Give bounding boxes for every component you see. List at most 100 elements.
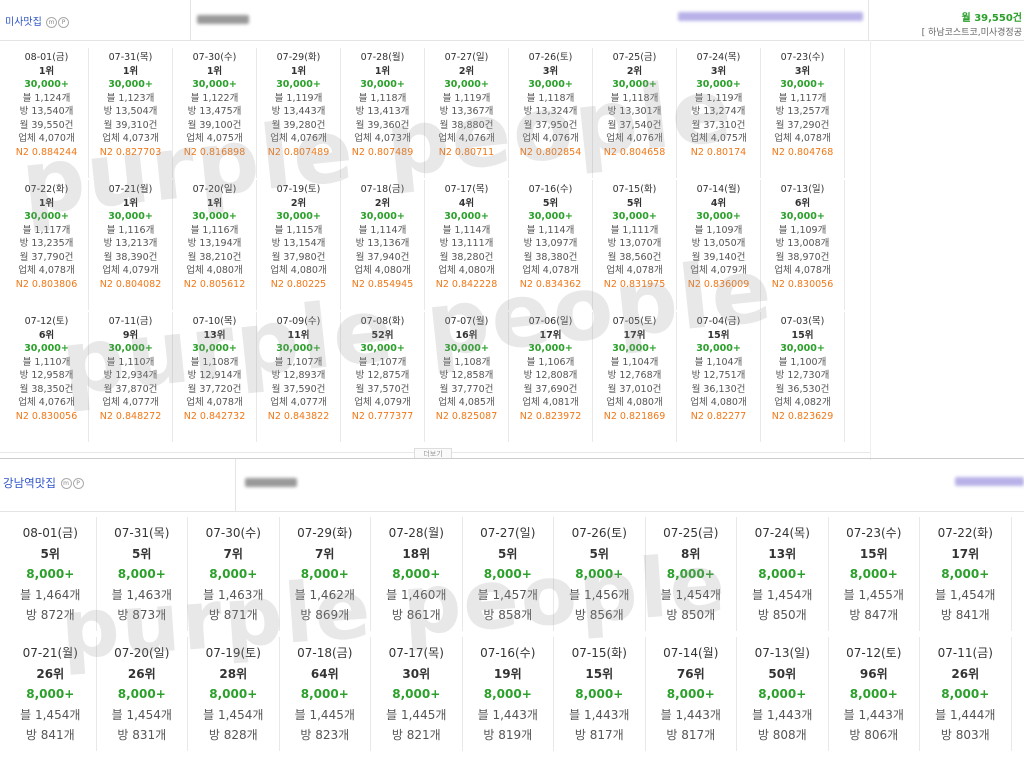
rank-day-cell[interactable]: 07-26(토) 5위 8,000+ 블 1,456개 방 856개: [554, 517, 646, 631]
rank-day-cell[interactable]: 07-29(화) 1위 30,000+ 블 1,119개 방 13,443개 월 39,2…: [257, 48, 341, 178]
rank-day-cell[interactable]: 07-03(목) 15위 30,000+ 블 1,100개 방 12,730개 월 36,…: [761, 312, 845, 442]
cell-blog-count: 블 1,109개: [778, 224, 827, 236]
rank-day-cell[interactable]: 07-28(월) 1위 30,000+ 블 1,118개 방 13,413개 월 39,3…: [341, 48, 425, 178]
rank-day-cell[interactable]: 07-12(토) 96위 8,000+ 블 1,443개 방 806개: [829, 637, 920, 751]
rank-day-cell[interactable]: 07-12(토) 6위 30,000+ 블 1,110개 방 12,958개 월 38,3…: [5, 312, 89, 442]
cell-blog-count: 블 1,443개: [660, 707, 721, 722]
rank-day-cell[interactable]: 07-23(수) 15위 8,000+ 블 1,455개 방 847개: [829, 517, 920, 631]
rank-day-cell[interactable]: 07-13(일) 6위 30,000+ 블 1,109개 방 13,008개 월 38,9…: [761, 180, 845, 310]
rank-day-cell[interactable]: 07-18(금) 64위 8,000+ 블 1,445개 방 823개: [280, 637, 371, 751]
cell-n2-score: N2 0.82277: [690, 410, 747, 422]
cell-rank: 52위: [371, 329, 394, 341]
rank-day-cell[interactable]: 07-19(토) 28위 8,000+ 블 1,454개 방 828개: [188, 637, 280, 751]
cell-date: 07-12(토): [846, 646, 902, 660]
rank-day-cell[interactable]: 07-27(일) 5위 8,000+ 블 1,457개 방 858개: [463, 517, 554, 631]
rank-day-cell[interactable]: 07-30(수) 7위 8,000+ 블 1,463개 방 871개: [188, 517, 280, 631]
cell-range: 8,000+: [941, 567, 990, 581]
rank-day-cell[interactable]: 07-11(금) 9위 30,000+ 블 1,110개 방 12,934개 월 37,8…: [89, 312, 173, 442]
cell-blog-count: 블 1,119개: [274, 92, 323, 104]
cell-rank: 8위: [681, 546, 701, 561]
cell-date: 07-15(화): [612, 184, 657, 195]
rank-day-cell[interactable]: 07-22(화) 17위 8,000+ 블 1,454개 방 841개: [920, 517, 1012, 631]
rank-day-cell[interactable]: 07-24(목) 13위 8,000+ 블 1,454개 방 850개: [737, 517, 829, 631]
rank-day-cell[interactable]: 07-13(일) 50위 8,000+ 블 1,443개 방 808개: [737, 637, 829, 751]
cell-visit-count: 방 806개: [849, 728, 899, 742]
cell-visit-count: 방 841개: [940, 608, 990, 622]
rank-day-cell[interactable]: 07-15(화) 15위 8,000+ 블 1,443개 방 817개: [554, 637, 646, 751]
cell-range: 30,000+: [528, 211, 573, 222]
cell-rank: 16위: [455, 329, 478, 341]
cell-date: 08-01(금): [22, 526, 78, 540]
rank-day-cell[interactable]: 07-22(화) 1위 30,000+ 블 1,117개 방 13,235개 월 37,7…: [5, 180, 89, 310]
rank-day-cell[interactable]: 07-04(금) 15위 30,000+ 블 1,104개 방 12,751개 월 36,…: [677, 312, 761, 442]
cell-visit-count: 방 13,235개: [19, 238, 74, 249]
rank-day-cell[interactable]: 07-08(화) 52위 30,000+ 블 1,107개 방 12,875개 월 37,…: [341, 312, 425, 442]
cell-blog-count: 블 1,454개: [203, 707, 264, 722]
rank-day-cell[interactable]: 07-19(토) 2위 30,000+ 블 1,115개 방 13,154개 월 37,9…: [257, 180, 341, 310]
rank-day-cell[interactable]: 08-01(금) 1위 30,000+ 블 1,124개 방 13,540개 월 39,5…: [5, 48, 89, 178]
rank-day-cell[interactable]: 07-16(수) 19위 8,000+ 블 1,443개 방 819개: [463, 637, 554, 751]
rank-day-cell[interactable]: 07-17(목) 4위 30,000+ 블 1,114개 방 13,111개 월 38,2…: [425, 180, 509, 310]
rank-day-cell[interactable]: 07-26(토) 3위 30,000+ 블 1,118개 방 13,324개 월 37,9…: [509, 48, 593, 178]
rank-day-cell[interactable]: 07-17(목) 30위 8,000+ 블 1,445개 방 821개: [371, 637, 463, 751]
cell-monthly-count: 월 36,530건: [775, 383, 830, 395]
rank-day-cell[interactable]: 07-25(금) 2위 30,000+ 블 1,118개 방 13,301개 월 37,5…: [593, 48, 677, 178]
rank-day-cell[interactable]: 07-23(수) 3위 30,000+ 블 1,117개 방 13,257개 월 37,2…: [761, 48, 845, 178]
cell-visit-count: 방 803개: [940, 728, 990, 742]
rank-day-cell[interactable]: 07-07(월) 16위 30,000+ 블 1,108개 방 12,858개 월 37,…: [425, 312, 509, 442]
rank-day-cell[interactable]: 07-14(월) 76위 8,000+ 블 1,443개 방 817개: [646, 637, 737, 751]
rank-day-cell[interactable]: 07-31(목) 5위 8,000+ 블 1,463개 방 873개: [97, 517, 188, 631]
cell-date: 07-08(화): [360, 316, 405, 327]
rank-day-cell[interactable]: 07-27(일) 2위 30,000+ 블 1,119개 방 13,367개 월 38,8…: [425, 48, 509, 178]
cell-monthly-count: 월 39,360건: [355, 119, 410, 131]
rank-day-cell[interactable]: 07-24(목) 3위 30,000+ 블 1,119개 방 13,274개 월 37,3…: [677, 48, 761, 178]
cell-rank: 64위: [310, 666, 339, 681]
cell-range: 8,000+: [117, 687, 166, 701]
rank-day-cell[interactable]: 07-05(토) 17위 30,000+ 블 1,104개 방 12,768개 월 37,…: [593, 312, 677, 442]
cell-range: 8,000+: [575, 567, 624, 581]
keyword-label[interactable]: 강남역맛집: [3, 476, 56, 490]
rank-day-cell[interactable]: 07-15(화) 5위 30,000+ 블 1,111개 방 13,070개 월 38,5…: [593, 180, 677, 310]
cell-n2-score: N2 0.842228: [435, 278, 498, 290]
rank-day-cell[interactable]: 07-18(금) 2위 30,000+ 블 1,114개 방 13,136개 월 37,9…: [341, 180, 425, 310]
rank-day-cell[interactable]: 07-11(금) 26위 8,000+ 블 1,444개 방 803개: [920, 637, 1012, 751]
cell-n2-score: N2 0.805612: [183, 278, 246, 290]
keyword-label[interactable]: 미사맛집: [5, 17, 42, 28]
cell-rank: 5위: [498, 546, 518, 561]
rank-day-cell[interactable]: 07-06(일) 17위 30,000+ 블 1,106개 방 12,808개 월 37,…: [509, 312, 593, 442]
rank-day-cell[interactable]: 07-28(월) 18위 8,000+ 블 1,460개 방 861개: [371, 517, 463, 631]
cell-visit-count: 방 12,958개: [19, 370, 74, 381]
rank-day-cell[interactable]: 07-30(수) 1위 30,000+ 블 1,122개 방 13,475개 월 39,1…: [173, 48, 257, 178]
cell-visit-count: 방 13,475개: [187, 106, 242, 117]
rank-day-cell[interactable]: 07-25(금) 8위 8,000+ 블 1,454개 방 850개: [646, 517, 737, 631]
cell-visit-count: 방 12,914개: [187, 370, 242, 381]
rank-day-cell[interactable]: 07-21(월) 1위 30,000+ 블 1,116개 방 13,213개 월 38,3…: [89, 180, 173, 310]
cell-business-count: 업체 4,080개: [354, 265, 411, 276]
cell-rank: 1위: [38, 65, 55, 77]
rank-day-cell[interactable]: 07-20(일) 1위 30,000+ 블 1,116개 방 13,194개 월 38,2…: [173, 180, 257, 310]
rank-day-cell[interactable]: 07-31(목) 1위 30,000+ 블 1,123개 방 13,504개 월 39,3…: [89, 48, 173, 178]
rank-day-cell[interactable]: 07-14(월) 4위 30,000+ 블 1,109개 방 13,050개 월 39,1…: [677, 180, 761, 310]
rank-day-cell[interactable]: 07-09(수) 11위 30,000+ 블 1,107개 방 12,893개 월 37,…: [257, 312, 341, 442]
cell-monthly-count: 월 39,310건: [103, 119, 158, 131]
place-badge-icon: P: [72, 478, 84, 489]
rank-day-cell[interactable]: 07-21(월) 26위 8,000+ 블 1,454개 방 841개: [5, 637, 97, 751]
rank-day-cell[interactable]: 07-20(일) 26위 8,000+ 블 1,454개 방 831개: [97, 637, 188, 751]
cell-rank: 30위: [402, 666, 431, 681]
rank-day-cell[interactable]: 07-16(수) 5위 30,000+ 블 1,114개 방 13,097개 월 38,3…: [509, 180, 593, 310]
cell-blog-count: 블 1,463개: [203, 587, 264, 602]
cell-rank: 50위: [768, 666, 797, 681]
cell-blog-count: 블 1,107개: [274, 356, 323, 368]
cell-blog-count: 블 1,110개: [22, 356, 71, 368]
rank-day-cell[interactable]: 07-10(목) 13위 30,000+ 블 1,108개 방 12,914개 월 37,…: [173, 312, 257, 442]
cell-business-count: 업체 4,080개: [438, 265, 495, 276]
cell-n2-score: N2 0.823972: [519, 410, 582, 422]
more-button[interactable]: 더보기: [414, 448, 452, 459]
rank-day-cell[interactable]: 07-29(화) 7위 8,000+ 블 1,462개 방 869개: [280, 517, 371, 631]
cell-monthly-count: 월 38,970건: [775, 251, 830, 263]
rank-day-cell[interactable]: 08-01(금) 5위 8,000+ 블 1,464개 방 872개: [5, 517, 97, 631]
cell-range: 30,000+: [696, 79, 741, 90]
cell-n2-score: N2 0.884244: [15, 146, 78, 158]
